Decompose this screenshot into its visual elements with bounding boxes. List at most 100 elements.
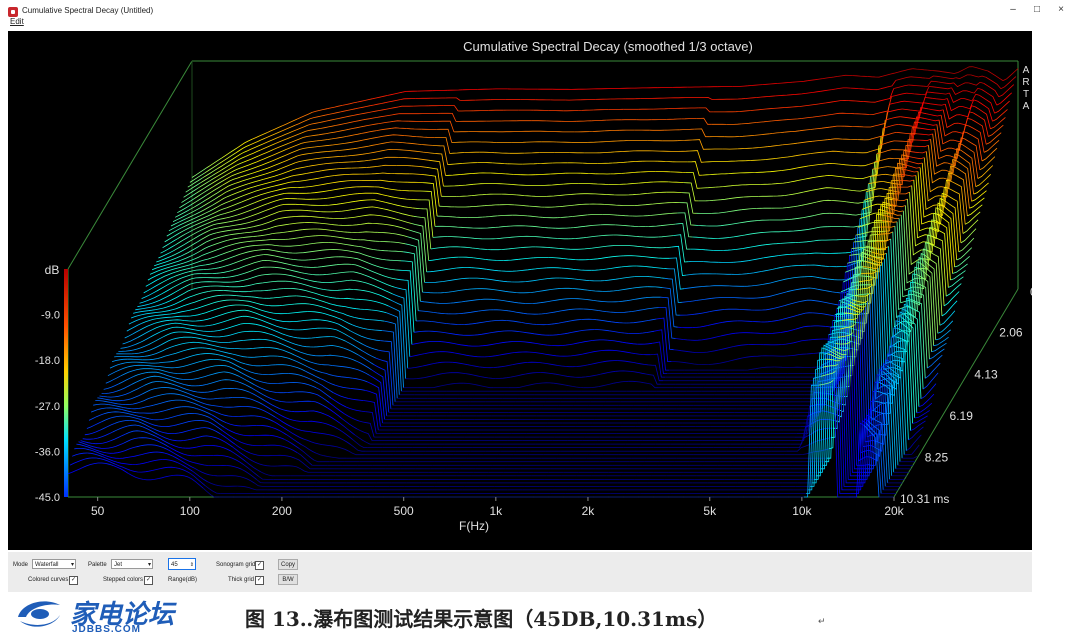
stepped-colors-checkbox[interactable]: ✓ xyxy=(144,576,153,585)
decay-curve-segment xyxy=(754,133,770,136)
decay-curve-segment xyxy=(287,328,303,331)
decay-curve-segment xyxy=(370,256,387,261)
decay-curve-segment xyxy=(181,252,198,261)
decay-curve-segment xyxy=(122,364,139,369)
decay-curve-segment xyxy=(901,317,918,413)
decay-curve-segment xyxy=(522,235,539,238)
decay-curve-segment xyxy=(428,330,445,333)
minimize-button[interactable]: – xyxy=(1010,4,1016,15)
decay-curve-segment xyxy=(962,219,979,234)
colored-curves-checkbox[interactable]: ✓ xyxy=(69,576,78,585)
decay-curve-segment xyxy=(366,268,383,276)
decay-curve-segment xyxy=(535,173,551,176)
decay-curve-segment xyxy=(301,444,317,454)
decay-curve-segment xyxy=(308,257,324,261)
menu-edit[interactable]: Edit xyxy=(10,17,24,26)
decay-curve-segment xyxy=(207,253,224,260)
maximize-button[interactable]: □ xyxy=(1033,4,1041,15)
decay-curve-segment xyxy=(367,109,384,113)
decay-curve-segment xyxy=(258,373,274,376)
decay-curve-segment xyxy=(557,216,573,219)
decay-curve-segment xyxy=(938,119,954,145)
decay-curve-segment xyxy=(243,464,259,477)
decay-curve-segment xyxy=(572,214,588,217)
decay-curve-segment xyxy=(864,195,880,201)
decay-curve-segment xyxy=(82,462,99,468)
decay-curve-segment xyxy=(211,240,228,246)
decay-curve-segment xyxy=(348,398,364,401)
decay-curve-segment xyxy=(908,84,924,87)
decay-curve-segment xyxy=(591,268,607,271)
decay-curve-segment xyxy=(248,254,264,259)
decay-curve-segment xyxy=(971,118,987,145)
decay-curve-segment xyxy=(281,401,297,403)
decay-curve-segment xyxy=(837,74,853,77)
range-spinbox[interactable]: 45 ⇕ xyxy=(168,558,196,570)
decay-curve-segment xyxy=(342,147,358,151)
decay-curve-segment xyxy=(752,321,768,323)
decay-curve-segment xyxy=(271,382,287,384)
decay-curve-segment xyxy=(74,448,90,451)
decay-curve-segment xyxy=(227,315,243,321)
decay-curve-segment xyxy=(365,390,381,427)
sonogram-grid-checkbox[interactable]: ✓ xyxy=(255,561,264,570)
decay-curve-segment xyxy=(762,170,779,173)
decay-curve-segment xyxy=(183,400,199,406)
decay-curve-segment xyxy=(938,81,954,85)
bw-button[interactable]: B/W xyxy=(278,574,298,585)
decay-curve-segment xyxy=(464,227,481,229)
decay-curve-segment xyxy=(146,344,162,352)
decay-curve-segment xyxy=(120,344,136,349)
decay-curve-segment xyxy=(189,472,206,487)
decay-curve-segment xyxy=(647,286,663,288)
decay-curve-segment xyxy=(270,328,286,336)
decay-curve-segment xyxy=(228,415,244,417)
decay-curve-segment xyxy=(784,301,801,306)
decay-curve-segment xyxy=(209,179,225,190)
decay-curve-segment xyxy=(103,383,119,390)
decay-curve-segment xyxy=(852,299,868,304)
decay-curve-segment xyxy=(267,244,284,247)
decay-curve-segment xyxy=(769,131,785,135)
decay-curve-segment xyxy=(987,70,1004,81)
palette-select[interactable]: Jet ▾ xyxy=(111,559,153,569)
copy-button[interactable]: Copy xyxy=(278,559,298,570)
decay-curve-segment xyxy=(121,446,137,453)
decay-curve-segment xyxy=(650,353,666,378)
decay-curve-segment xyxy=(876,353,892,445)
mode-select[interactable]: Waterfall ▾ xyxy=(32,559,76,569)
decay-curve-segment xyxy=(613,311,629,313)
decay-curve-segment xyxy=(234,144,251,154)
close-button[interactable]: × xyxy=(1058,4,1064,15)
decay-curve-segment xyxy=(150,329,166,338)
decay-curve-segment xyxy=(216,304,233,310)
decay-curve-segment xyxy=(484,354,500,358)
decay-curve-segment xyxy=(698,285,715,288)
decay-curve-segment xyxy=(148,371,164,375)
decay-curve-segment xyxy=(389,188,406,191)
decay-curve-segment xyxy=(260,143,276,151)
decay-curve-segment xyxy=(660,296,676,339)
decay-curve-segment xyxy=(904,127,920,160)
decay-curve-segment xyxy=(267,198,283,204)
decay-curve-segment xyxy=(293,259,309,261)
decay-curve-segment xyxy=(383,208,399,214)
decay-curve-segment xyxy=(271,148,287,157)
decay-curve-segment xyxy=(506,320,522,323)
decay-curve-segment xyxy=(495,225,511,228)
decay-curve-segment xyxy=(413,157,429,161)
decay-curve-segment xyxy=(462,162,478,164)
decay-curve-segment xyxy=(912,415,928,424)
decay-curve-segment xyxy=(518,184,534,186)
decay-curve-segment xyxy=(123,407,139,410)
decay-curve-segment xyxy=(379,172,395,174)
decay-curve-segment xyxy=(580,172,596,175)
decay-curve-segment xyxy=(480,376,496,379)
decay-curve-segment xyxy=(540,226,556,229)
thick-grid-checkbox[interactable]: ✓ xyxy=(255,576,264,585)
decay-curve-segment xyxy=(155,361,171,364)
decay-curve-segment xyxy=(360,349,377,359)
decay-curve-segment xyxy=(814,448,830,453)
decay-curve-segment xyxy=(303,438,319,445)
decay-curve-segment xyxy=(183,453,199,457)
